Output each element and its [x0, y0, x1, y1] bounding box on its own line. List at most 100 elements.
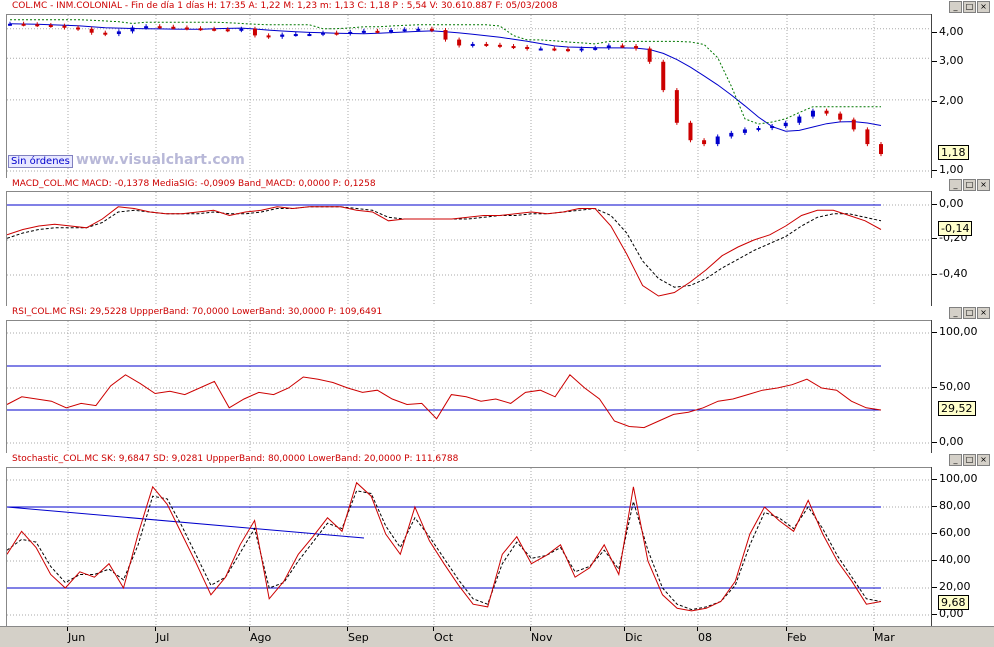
y-tick-label: 100,00: [939, 325, 978, 338]
candle-body: [865, 129, 870, 145]
candle-body: [634, 46, 639, 49]
restore-button[interactable]: □: [963, 179, 976, 191]
price-y-axis: 4,00 3,00 2,00 1,00 1,18: [931, 14, 994, 178]
candle-body: [511, 46, 516, 49]
minimize-button[interactable]: _: [949, 179, 962, 191]
y-tick: [932, 479, 937, 480]
minimize-button[interactable]: _: [949, 1, 962, 13]
candle-body: [198, 28, 203, 31]
candle-body: [457, 39, 462, 46]
candle-body: [266, 35, 271, 38]
candle-body: [851, 119, 856, 130]
x-tick-label: Sep: [348, 631, 369, 644]
minimize-button[interactable]: _: [949, 307, 962, 319]
macd-pane-header: MACD_COL.MC MACD: -0,1378 MediaSIG: -0,0…: [0, 178, 930, 192]
candle-body: [579, 48, 584, 51]
candle-body: [212, 28, 217, 31]
close-button[interactable]: ×: [977, 454, 990, 466]
price-plot-area[interactable]: [6, 14, 932, 179]
candle-body: [742, 129, 747, 133]
stochastic-pane: Stochastic_COL.MC SK: 9,6847 SD: 9,0281 …: [0, 453, 994, 627]
y-tick: [932, 170, 937, 171]
candle-body: [484, 43, 489, 46]
candle-body: [470, 43, 475, 46]
sin-ordenes-label[interactable]: Sin órdenes: [8, 155, 73, 168]
y-tick: [932, 587, 937, 588]
x-tick-label: 08: [698, 631, 712, 644]
candle-body: [334, 32, 339, 35]
candle-body: [565, 49, 570, 52]
restore-button[interactable]: □: [963, 1, 976, 13]
candle-body: [416, 28, 421, 31]
y-tick-label: 20,00: [939, 580, 971, 593]
x-tick: [433, 627, 434, 631]
candle-body: [429, 28, 434, 31]
x-tick-label: Jun: [68, 631, 86, 644]
candle-body: [62, 25, 67, 28]
x-tick-label: Feb: [787, 631, 807, 644]
y-tick-label: 100,00: [939, 472, 978, 485]
stochastic-plot-area[interactable]: [6, 467, 932, 627]
stochastic-chart-svg: [7, 468, 931, 626]
macd-plot-area[interactable]: [6, 191, 932, 307]
x-tick: [873, 627, 874, 631]
last-value-box: -0,14: [938, 221, 973, 236]
candle-body: [361, 30, 366, 33]
y-tick-label: 0,00: [939, 197, 964, 210]
candle-body: [797, 116, 802, 123]
stochastic-trend-line: [7, 506, 365, 539]
macd-chart-svg: [7, 192, 931, 306]
close-button[interactable]: ×: [977, 307, 990, 319]
candle-body: [184, 27, 189, 30]
stochastic-sk-line: [7, 481, 882, 612]
candle-body: [688, 122, 693, 141]
x-tick: [155, 627, 156, 631]
last-value-box: 29,52: [938, 401, 976, 416]
candle-body: [375, 30, 380, 33]
y-tick: [932, 533, 937, 534]
candle-body: [48, 25, 53, 28]
y-tick-label: 60,00: [939, 526, 971, 539]
candle-body: [252, 28, 257, 36]
x-tick-label: Jul: [156, 631, 170, 644]
x-axis: Jun Jul Ago Sep Oct Nov Dic 08 Feb Mar: [0, 626, 994, 647]
price-chart-svg: [7, 15, 931, 178]
rsi-plot-area[interactable]: [6, 320, 932, 454]
candle-body: [443, 30, 448, 40]
y-tick: [932, 506, 937, 507]
close-button[interactable]: ×: [977, 1, 990, 13]
price-pane: COL.MC - INM.COLONIAL - Fin de día 1 día…: [0, 0, 994, 179]
x-tick: [786, 627, 787, 631]
macd-line: [7, 206, 882, 297]
candle-body: [838, 113, 843, 120]
candle-body: [89, 28, 94, 33]
candle-body: [293, 34, 298, 37]
y-tick: [932, 32, 937, 33]
candle-body: [647, 48, 652, 62]
last-value-box: 9,68: [938, 595, 969, 610]
y-tick-label: 4,00: [939, 25, 964, 38]
restore-button[interactable]: □: [963, 454, 976, 466]
stochastic-pane-title: Stochastic_COL.MC SK: 9,6847 SD: 9,0281 …: [12, 454, 464, 464]
y-tick: [932, 61, 937, 62]
macd-info-text: MACD_COL.MC MACD: -0,1378 MediaSIG: -0,0…: [12, 179, 376, 189]
y-tick-label: -0,40: [939, 267, 968, 280]
macd-pane: MACD_COL.MC MACD: -0,1378 MediaSIG: -0,0…: [0, 178, 994, 307]
minimize-button[interactable]: _: [949, 454, 962, 466]
candle-body: [824, 110, 829, 114]
candle-body: [389, 30, 394, 33]
rsi-pane: RSI_COL.MC RSI: 29,5228 UppperBand: 70,0…: [0, 306, 994, 454]
candle-body: [497, 44, 502, 47]
candle-body: [729, 132, 734, 137]
close-button[interactable]: ×: [977, 179, 990, 191]
candle-body: [756, 128, 761, 131]
candle-body: [879, 144, 883, 155]
y-tick-label: 0,00: [939, 607, 964, 620]
rsi-pane-header: RSI_COL.MC RSI: 29,5228 UppperBand: 70,0…: [0, 306, 930, 320]
y-tick-label: 2,00: [939, 94, 964, 107]
rsi-chart-svg: [7, 321, 931, 453]
stochastic-info-text: Stochastic_COL.MC SK: 9,6847 SD: 9,0281 …: [12, 454, 459, 464]
candle-body: [144, 26, 149, 29]
restore-button[interactable]: □: [963, 307, 976, 319]
candle-body: [348, 31, 353, 34]
